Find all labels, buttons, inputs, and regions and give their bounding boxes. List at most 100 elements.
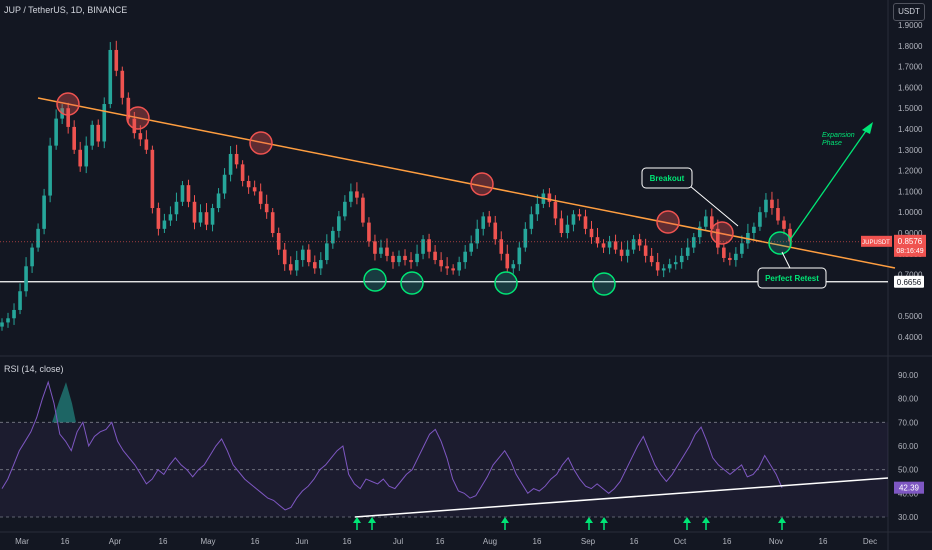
candle-body (108, 49, 113, 105)
breakout-box (641, 167, 693, 189)
candle-body (294, 260, 299, 271)
rsi-trendline (354, 477, 889, 518)
price-tick-label: 1.2000 (898, 167, 923, 176)
currency-button[interactable]: USDT (893, 3, 925, 21)
price-tag-value: 0.8576 (898, 237, 923, 246)
candle-body (42, 195, 46, 229)
time-tick-label: 16 (251, 537, 260, 546)
candle-body (12, 309, 16, 319)
candle-body (728, 257, 732, 261)
time-tick-label: Dec (863, 537, 877, 546)
candle-body (679, 255, 684, 263)
candle-body (246, 181, 251, 188)
candle-body (300, 249, 305, 261)
support-touch-marker (494, 271, 518, 295)
price-tick-label: 0.4000 (898, 333, 923, 342)
candle-body (204, 212, 209, 225)
candle-body (162, 220, 167, 229)
candle-body (319, 260, 323, 269)
candle-body (667, 264, 672, 269)
time-tick-label: 16 (436, 537, 445, 546)
breakout-pointer (689, 185, 739, 227)
time-tick-label: Mar (15, 537, 29, 546)
candle-body (252, 187, 257, 192)
candle-body (421, 239, 425, 254)
candle-body (631, 239, 636, 250)
candle-body (535, 203, 540, 215)
rsi-up-arrow-head (600, 517, 608, 523)
retest-label: Perfect Retest (765, 274, 819, 283)
support-touch-marker (592, 272, 616, 296)
candle-body (72, 126, 76, 150)
time-tick-label: May (200, 537, 215, 546)
time-tick-label: 16 (343, 537, 352, 546)
candle-body (697, 226, 702, 238)
time-tick-label: Oct (674, 537, 687, 546)
rsi-tick-label: 60.00 (898, 442, 919, 451)
candle-body (30, 247, 34, 267)
price-tick-label: 1.4000 (898, 125, 923, 134)
time-tick-label: 16 (819, 537, 828, 546)
candle-body (78, 149, 83, 167)
candle-body (180, 185, 185, 202)
candle-body (6, 318, 10, 323)
time-tick-label: 16 (159, 537, 168, 546)
candle-body (457, 262, 461, 271)
breakout-label: Breakout (650, 174, 685, 183)
candle-body (222, 174, 227, 194)
rsi-up-arrow-head (368, 517, 376, 523)
price-tick-label: 1.9000 (898, 21, 923, 30)
candle-body (337, 216, 341, 231)
time-tick-label: 16 (533, 537, 542, 546)
candle-body (114, 49, 119, 71)
candle-body (24, 266, 28, 292)
rsi-up-arrow-head (353, 517, 361, 523)
time-tick-label: Jul (393, 537, 403, 546)
candle-body (782, 220, 786, 229)
candle-body (433, 251, 437, 261)
candle-body (198, 212, 203, 223)
candle-body (637, 239, 642, 246)
symbol-tag-label: JUPUSDT (862, 240, 890, 246)
candle-body (499, 239, 504, 254)
expansion-arrow-line (789, 127, 869, 241)
candle-body (403, 255, 407, 261)
price-tick-label: 1.7000 (898, 63, 923, 72)
candle-body (120, 70, 125, 98)
candle-body (325, 243, 329, 261)
price-tag-countdown: 08:16:49 (896, 248, 923, 255)
candle-body (379, 247, 383, 254)
candle-body (716, 228, 720, 248)
candle-body (367, 222, 371, 242)
support-price-tag (894, 275, 924, 288)
candle-body (0, 322, 4, 327)
candle-body (673, 262, 678, 265)
candle-body (90, 124, 95, 146)
candle-body (487, 216, 492, 223)
candle-body (511, 264, 516, 269)
price-tick-label: 1.3000 (898, 146, 923, 155)
candle-body (306, 249, 311, 263)
candle-body (355, 191, 359, 198)
time-tick-label: 16 (630, 537, 639, 546)
candle-body (740, 243, 744, 254)
candle-body (216, 193, 221, 209)
candle-body (186, 185, 191, 202)
candle-body (192, 201, 197, 223)
time-tick-label: Jun (296, 537, 309, 546)
candle-body (613, 241, 618, 250)
candle-body (553, 201, 558, 219)
candle-body (788, 228, 792, 242)
expansion-arrow-head (862, 122, 873, 134)
candle-body (770, 199, 774, 209)
candle-body (445, 266, 449, 269)
time-tick-label: Sep (581, 537, 596, 546)
candle-body (583, 216, 588, 229)
rsi-tick-label: 30.00 (898, 513, 919, 522)
time-tick-label: 16 (723, 537, 732, 546)
candle-body (661, 268, 666, 271)
candle-body (282, 249, 287, 265)
candle-body (258, 191, 263, 204)
candle-body (144, 139, 149, 150)
candle-body (210, 208, 215, 225)
